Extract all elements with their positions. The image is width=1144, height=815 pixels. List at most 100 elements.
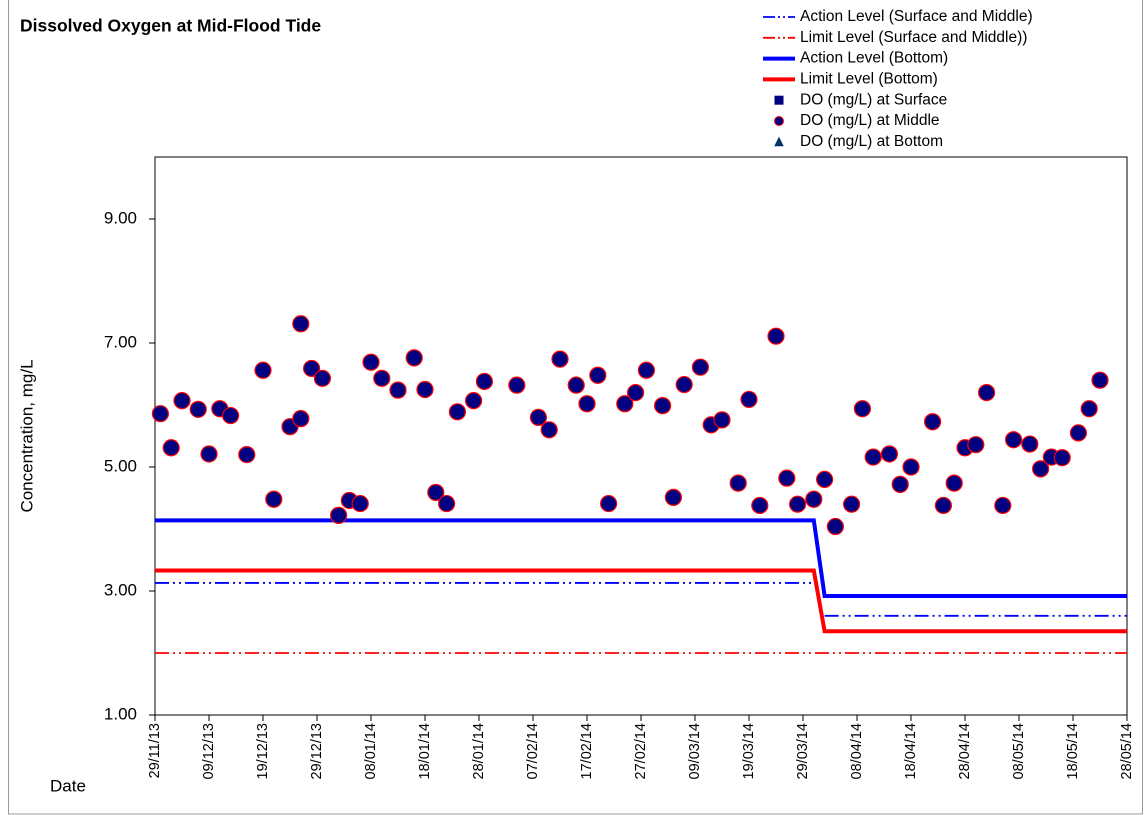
marker (967, 436, 985, 454)
y-tick-label: 3.00 (104, 580, 137, 599)
marker (405, 349, 423, 367)
marker (389, 381, 407, 399)
x-tick-label: 29/12/13 (309, 723, 325, 779)
marker (173, 392, 191, 410)
marker (664, 488, 683, 506)
x-tick-label: 29/03/14 (795, 723, 811, 779)
x-tick-label: 09/12/13 (201, 723, 217, 779)
marker (475, 372, 493, 391)
x-tick-label: 18/04/14 (903, 723, 919, 779)
y-tick-label: 1.00 (104, 704, 137, 723)
y-tick-label: 7.00 (104, 332, 137, 351)
marker (945, 474, 963, 492)
y-axis-label: Concentration, mg/L (17, 359, 36, 512)
legend-label: DO (mg/L) at Middle (800, 112, 940, 129)
marker (691, 358, 710, 376)
marker (529, 408, 548, 426)
x-tick-label: 18/01/14 (417, 723, 433, 779)
marker (713, 411, 731, 429)
legend-marker (774, 136, 784, 147)
x-tick-label: 07/02/14 (525, 723, 541, 779)
marker (292, 315, 310, 333)
marker (826, 517, 845, 536)
marker (1031, 460, 1050, 478)
marker (151, 405, 169, 423)
marker (416, 380, 434, 399)
marker (578, 395, 596, 413)
x-axis-label: Date (50, 776, 86, 795)
x-tick-label: 28/04/14 (957, 723, 973, 779)
x-tick-label: 19/12/13 (255, 723, 271, 779)
marker (599, 494, 618, 513)
x-tick-label: 09/03/14 (687, 723, 703, 779)
level-line (155, 568, 1127, 634)
marker (675, 375, 693, 394)
marker (1021, 435, 1039, 453)
marker (313, 369, 331, 387)
marker (637, 361, 656, 379)
marker (778, 469, 796, 487)
marker (551, 350, 569, 368)
marker (815, 470, 834, 488)
x-tick-label: 08/01/14 (363, 723, 379, 779)
marker (994, 496, 1012, 515)
marker (465, 392, 483, 410)
marker (292, 410, 310, 428)
marker (729, 474, 747, 492)
marker (740, 390, 758, 409)
x-tick-label: 27/02/14 (633, 723, 649, 779)
marker (616, 395, 634, 413)
marker (880, 445, 899, 463)
legend-label: DO (mg/L) at Surface (800, 91, 947, 108)
marker (934, 496, 953, 515)
level-line (155, 582, 1127, 617)
marker (853, 400, 872, 418)
marker (1091, 371, 1109, 389)
marker (902, 458, 920, 476)
marker (200, 445, 218, 463)
marker (448, 403, 466, 421)
marker (653, 397, 672, 415)
marker (788, 495, 807, 513)
marker (540, 421, 558, 439)
y-tick-label: 9.00 (104, 208, 137, 227)
x-tick-label: 28/05/14 (1119, 723, 1135, 779)
x-tick-label: 28/01/14 (471, 723, 487, 779)
marker (265, 490, 283, 508)
marker (767, 327, 785, 345)
frame (8, 0, 1143, 815)
marker (189, 400, 207, 418)
marker (303, 359, 321, 378)
marker (1069, 424, 1088, 442)
marker (1004, 431, 1023, 449)
legend-label: Action Level (Surface and Middle) (800, 8, 1033, 25)
marker (567, 376, 585, 394)
marker (330, 506, 348, 524)
marker (1080, 400, 1098, 418)
x-tick-label: 08/05/14 (1011, 723, 1027, 779)
marker (626, 384, 645, 402)
marker (842, 495, 861, 513)
level-line (155, 518, 1127, 598)
marker (162, 439, 180, 457)
marker (362, 353, 380, 371)
marker (805, 490, 823, 508)
marker (373, 369, 391, 387)
marker (351, 494, 369, 513)
marker (923, 413, 942, 431)
marker (864, 448, 882, 466)
marker (977, 384, 996, 402)
x-tick-label: 19/03/14 (741, 723, 757, 779)
marker (589, 366, 607, 384)
marker (427, 483, 445, 502)
marker (238, 446, 256, 464)
x-tick-label: 29/11/13 (147, 723, 163, 778)
legend-marker (774, 116, 784, 126)
x-tick-label: 18/05/14 (1065, 723, 1081, 779)
marker (751, 496, 769, 515)
x-tick-label: 17/02/14 (579, 723, 595, 779)
legend-label: Limit Level (Bottom) (800, 70, 938, 87)
marker (222, 406, 240, 425)
legend-label: DO (mg/L) at Bottom (800, 133, 943, 150)
